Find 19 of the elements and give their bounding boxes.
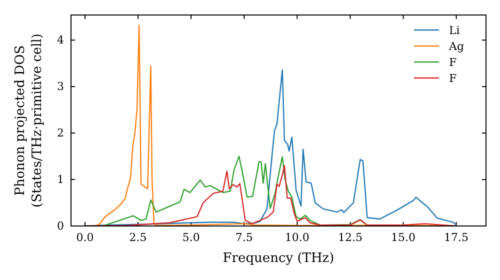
x-tick-label: 12.5 <box>338 230 362 244</box>
y-tick-label: 3 <box>57 80 64 94</box>
y-tick-label: 1 <box>57 173 64 186</box>
y-tick-label: 0 <box>57 220 64 233</box>
x-tick-label: 10.0 <box>284 230 310 244</box>
x-tick-label: 5.0 <box>182 230 200 244</box>
x-tick-label: 0.0 <box>76 230 94 244</box>
legend-label: Ag <box>448 40 464 53</box>
y-tick-label: 4 <box>57 34 64 47</box>
legend-label: Li <box>449 24 460 37</box>
x-tick-label: 15.0 <box>391 230 416 244</box>
y-axis-title: Phonon projected DOS (States/THz·primitive cell) <box>13 33 45 208</box>
x-axis-title: Frequency (THz) <box>222 251 334 266</box>
x-tick-label: 2.5 <box>129 230 147 244</box>
y-tick-label: 2 <box>57 126 64 140</box>
x-tick-label: 17.5 <box>444 230 469 244</box>
x-tick-label: 7.5 <box>235 230 253 244</box>
legend-label: F <box>449 56 457 69</box>
legend-label: F <box>449 72 457 85</box>
